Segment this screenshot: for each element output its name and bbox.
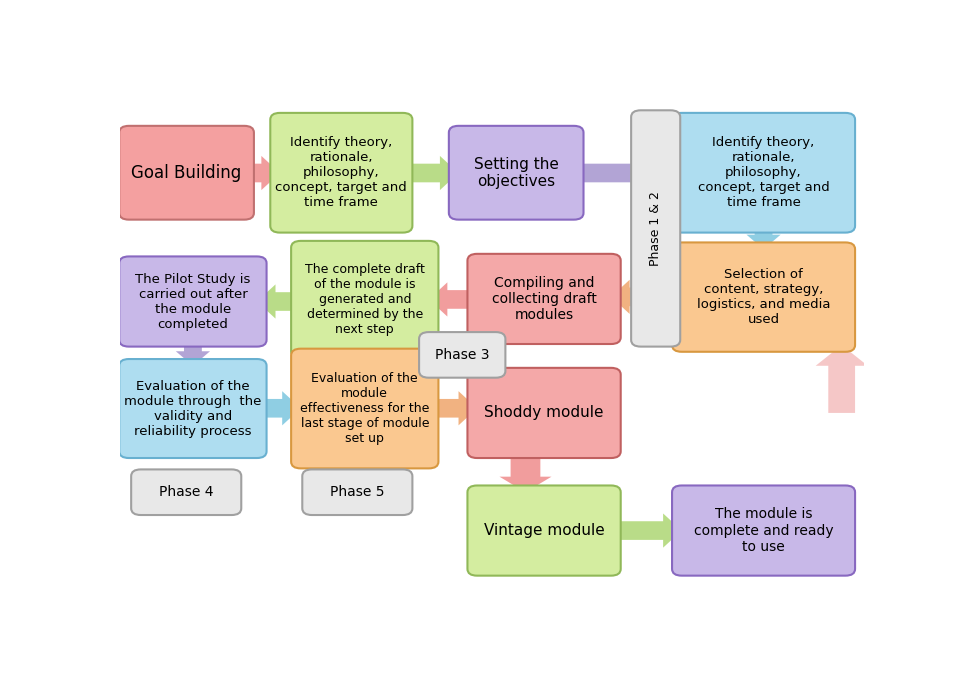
Text: Goal Building: Goal Building: [132, 164, 242, 182]
Polygon shape: [429, 391, 477, 425]
Polygon shape: [611, 280, 682, 314]
Text: Shoddy module: Shoddy module: [485, 405, 604, 421]
Text: Vintage module: Vintage module: [484, 523, 605, 538]
Polygon shape: [257, 285, 300, 318]
Polygon shape: [403, 156, 459, 190]
Text: Selection of
content, strategy,
logistics, and media
used: Selection of content, strategy, logistic…: [697, 268, 830, 326]
Text: Evaluation of the
module through  the
validity and
reliability process: Evaluation of the module through the val…: [124, 380, 261, 437]
FancyBboxPatch shape: [119, 126, 253, 219]
Polygon shape: [816, 345, 868, 413]
FancyBboxPatch shape: [132, 470, 241, 515]
FancyBboxPatch shape: [468, 368, 621, 458]
Text: Setting the
objectives: Setting the objectives: [473, 157, 559, 189]
FancyBboxPatch shape: [119, 256, 267, 347]
Text: Phase 4: Phase 4: [159, 485, 213, 499]
Text: Identify theory,
rationale,
philosophy,
concept, target and
time frame: Identify theory, rationale, philosophy, …: [698, 136, 829, 209]
Text: The Pilot Study is
carried out after
the module
completed: The Pilot Study is carried out after the…: [135, 273, 251, 330]
FancyBboxPatch shape: [468, 254, 621, 344]
FancyBboxPatch shape: [291, 349, 439, 468]
FancyBboxPatch shape: [302, 470, 413, 515]
Polygon shape: [574, 156, 682, 190]
Text: Phase 1 & 2: Phase 1 & 2: [649, 191, 662, 266]
FancyBboxPatch shape: [291, 241, 439, 358]
FancyBboxPatch shape: [672, 113, 855, 233]
Polygon shape: [429, 283, 477, 316]
FancyBboxPatch shape: [468, 485, 621, 575]
FancyBboxPatch shape: [420, 332, 505, 378]
FancyBboxPatch shape: [119, 359, 267, 458]
Polygon shape: [611, 513, 682, 548]
Text: The complete draft
of the module is
generated and
determined by the
next step: The complete draft of the module is gene…: [305, 263, 424, 336]
Text: Evaluation of the
module
effectiveness for the
last stage of module
set up: Evaluation of the module effectiveness f…: [300, 372, 429, 445]
FancyBboxPatch shape: [271, 113, 413, 233]
Polygon shape: [176, 340, 210, 366]
FancyBboxPatch shape: [672, 242, 855, 352]
Text: The module is
complete and ready
to use: The module is complete and ready to use: [694, 507, 833, 554]
Polygon shape: [257, 391, 300, 425]
Polygon shape: [747, 226, 780, 249]
Text: Compiling and
collecting draft
modules: Compiling and collecting draft modules: [492, 276, 596, 322]
Polygon shape: [499, 452, 551, 492]
FancyBboxPatch shape: [672, 485, 855, 575]
Text: Phase 3: Phase 3: [435, 348, 490, 362]
Text: Phase 5: Phase 5: [330, 485, 385, 499]
Text: Identify theory,
rationale,
philosophy,
concept, target and
time frame: Identify theory, rationale, philosophy, …: [276, 136, 407, 209]
FancyBboxPatch shape: [631, 110, 681, 347]
Polygon shape: [244, 156, 280, 190]
FancyBboxPatch shape: [449, 126, 584, 219]
